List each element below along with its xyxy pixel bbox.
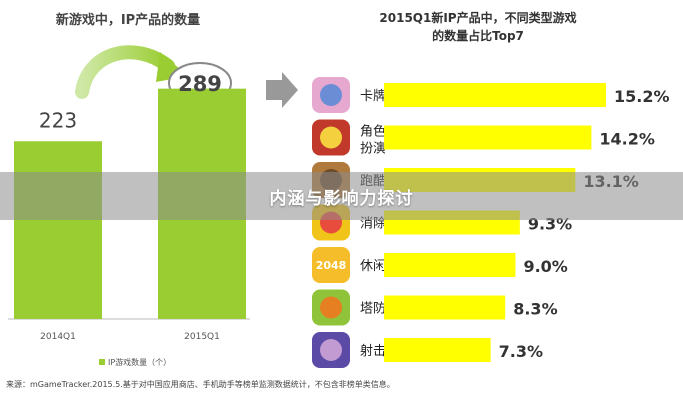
percent-label: 9.0% <box>523 257 567 276</box>
left-chart-title: 新游戏中，IP产品的数量 <box>56 12 200 28</box>
value-label: 289 <box>178 72 222 96</box>
bar-塔防 <box>384 295 506 320</box>
percent-label: 15.2% <box>614 87 670 106</box>
percent-label: 7.3% <box>499 342 543 361</box>
bar-角色扮演 <box>384 125 592 150</box>
percent-label: 8.3% <box>513 300 557 319</box>
category-label: 2014Q1 <box>40 332 76 342</box>
genre-label: 角色 <box>360 124 386 140</box>
genre-icon <box>312 289 350 326</box>
legend-label: IP游戏数量（个） <box>108 357 171 367</box>
genre-share-chart: 2015Q1新IP产品中，不同类型游戏 的数量占比Top7 卡牌 15.2% 角色扮… <box>312 10 670 368</box>
genre-label: 塔防 <box>360 301 386 317</box>
right-arrow-icon <box>266 72 298 108</box>
right-chart-subtitle: 的数量占比Top7 <box>432 28 524 43</box>
genre-label: 休闲 <box>360 259 386 274</box>
source-note: 来源：mGameTracker.2015.5.基于对中国应用商店、手机助手等榜单… <box>6 379 395 389</box>
genre-label: 扮演 <box>360 141 386 157</box>
right-chart-title: 2015Q1新IP产品中，不同类型游戏 <box>379 10 576 25</box>
value-label: 223 <box>39 108 77 132</box>
bar-卡牌 <box>384 83 606 107</box>
icon-text: 2048 <box>316 259 347 272</box>
genre-label: 消除 <box>360 217 386 232</box>
bar-休闲 <box>384 253 516 277</box>
bar-2014Q1 <box>14 141 102 319</box>
bar-射击 <box>384 338 491 362</box>
title-banner: 内涵与影响力探讨 <box>0 172 683 220</box>
genre-icon <box>312 77 350 113</box>
genre-label: 卡牌 <box>360 88 386 104</box>
genre-icon <box>312 332 350 368</box>
percent-label: 14.2% <box>599 130 655 149</box>
genre-icon <box>312 119 350 156</box>
category-label: 2015Q1 <box>184 332 220 342</box>
legend-swatch <box>99 359 105 365</box>
growth-arrow-icon <box>75 45 175 99</box>
genre-icon: 2048 <box>312 247 350 283</box>
banner-text: 内涵与影响力探讨 <box>269 188 414 209</box>
genre-label: 射击 <box>360 343 386 359</box>
